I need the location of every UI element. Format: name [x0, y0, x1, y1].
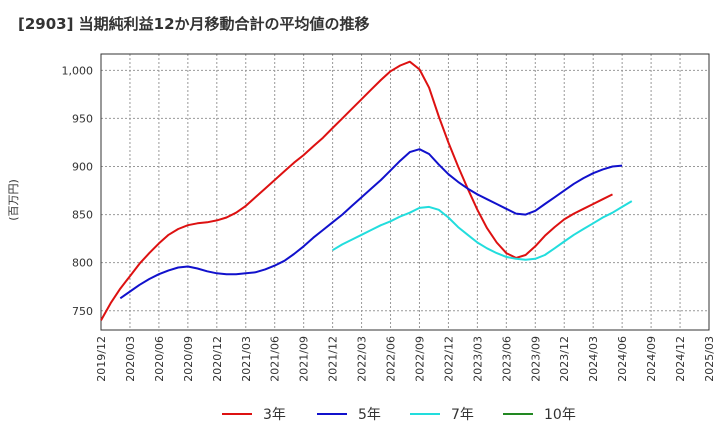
series-lines: [100, 60, 633, 321]
y-tick-label: 1,000: [62, 64, 94, 77]
x-tick-label: 2022/03: [356, 336, 369, 382]
plot-frame: [100, 53, 710, 331]
x-tick-label: 2022/09: [413, 336, 426, 382]
series-line-7年: [332, 200, 633, 261]
x-tick-label: 2022/12: [442, 336, 455, 382]
x-tick-label: 2021/12: [327, 336, 340, 382]
y-tick-label: 750: [72, 305, 93, 318]
legend-label: 5年: [358, 407, 381, 423]
x-tick-label: 2021/09: [298, 336, 311, 382]
x-tick-label: 2025/03: [703, 336, 716, 382]
legend-label: 3年: [263, 407, 286, 423]
x-tick-label: 2019/12: [95, 336, 108, 382]
chart-title: [2903] 当期純利益12か月移動合計の平均値の推移: [18, 15, 370, 33]
x-tick-label: 2020/12: [211, 336, 224, 382]
x-tick-label: 2020/09: [182, 336, 195, 382]
grid: [100, 54, 710, 330]
x-tick-label: 2022/06: [385, 336, 398, 382]
y-axis-label: (百万円): [7, 179, 20, 221]
series-line-5年: [119, 148, 623, 300]
series-line-3年: [100, 60, 613, 321]
x-tick-label: 2023/06: [500, 336, 513, 382]
x-tick-label: 2024/03: [587, 336, 600, 382]
x-tick-label: 2023/03: [471, 336, 484, 382]
x-tick-label: 2020/06: [153, 336, 166, 382]
y-tick-label: 800: [72, 257, 93, 270]
y-tick-label: 900: [72, 161, 93, 174]
x-tick-label: 2024/09: [645, 336, 658, 382]
legend: 3年 5年 7年 10年: [222, 407, 576, 423]
x-axis-ticks: 2019/12 2020/03 2020/06 2020/09 2020/12 2021/…: [95, 336, 716, 382]
x-tick-label: 2021/06: [269, 336, 282, 382]
x-tick-label: 2024/12: [674, 336, 687, 382]
legend-label: 7年: [451, 407, 474, 423]
x-tick-label: 2021/03: [240, 336, 253, 382]
y-tick-label: 850: [72, 209, 93, 222]
x-tick-label: 2023/09: [529, 336, 542, 382]
x-tick-label: 2023/12: [558, 336, 571, 382]
x-tick-label: 2020/03: [124, 336, 137, 382]
y-tick-label: 950: [72, 112, 93, 125]
x-tick-label: 2024/06: [616, 336, 629, 382]
y-axis-ticks: 750 800 850 900 950 1,000: [62, 64, 94, 317]
legend-label: 10年: [544, 407, 576, 423]
